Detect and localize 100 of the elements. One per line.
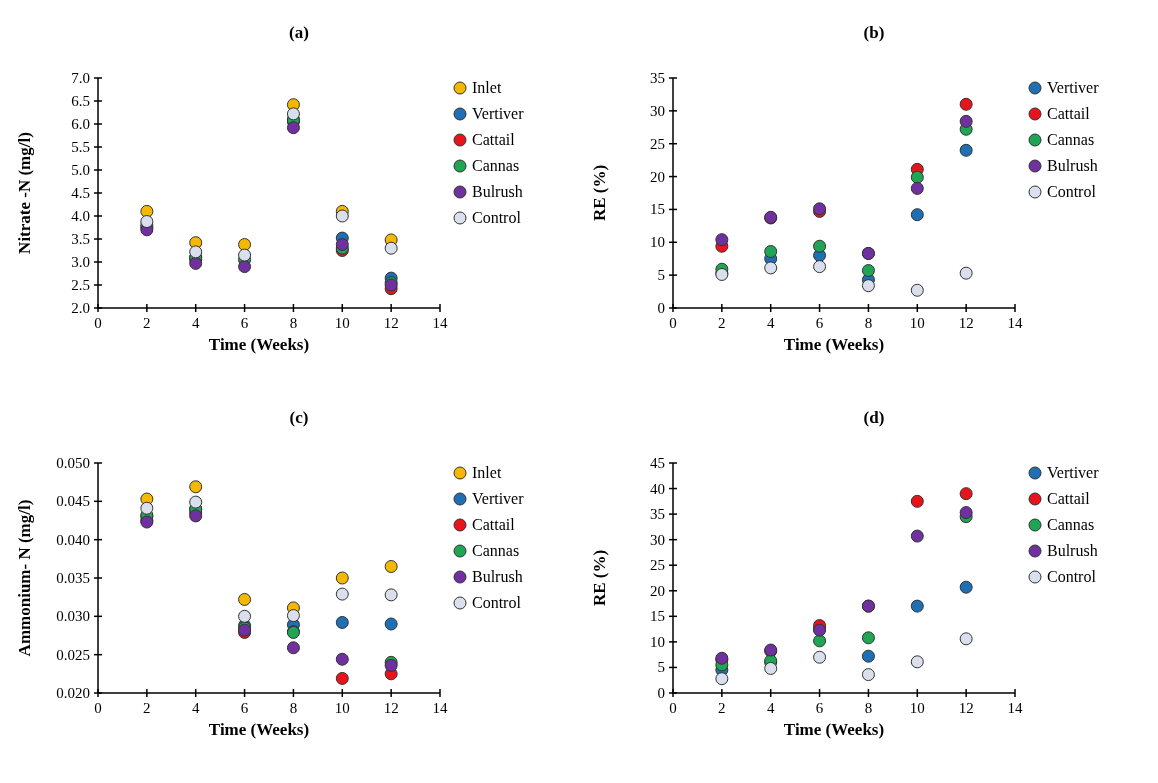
y-tick-label: 2.0: [71, 300, 90, 316]
legend-label: Control: [1047, 568, 1097, 585]
chart-title: (b): [863, 23, 885, 42]
y-tick-label: 20: [650, 582, 665, 599]
y-axis-title: RE (%): [590, 164, 609, 222]
x-tick-label: 12: [383, 315, 399, 331]
x-tick-label: 14: [1007, 315, 1023, 331]
legend-label: Bulrush: [1047, 542, 1098, 559]
y-tick-label: 2.5: [71, 277, 90, 293]
legend-label: Cannas: [472, 157, 520, 174]
x-axis-title: Time (Weeks): [208, 720, 310, 739]
legend-label: Vertiver: [1047, 79, 1100, 96]
x-tick-label: 14: [432, 315, 448, 331]
chart-title: (c): [289, 408, 309, 427]
y-tick-label: 15: [650, 608, 665, 625]
x-tick-label: 6: [815, 315, 824, 331]
y-tick-label: 0.045: [56, 493, 90, 510]
y-tick-label: 5: [657, 267, 665, 284]
y-tick-label: 5.0: [71, 162, 90, 178]
x-axis-title: Time (Weeks): [208, 335, 310, 354]
x-tick-label: 2: [718, 700, 726, 716]
legend-label: Bulrush: [472, 183, 523, 200]
x-tick-label: 4: [766, 315, 775, 331]
x-axis-title: Time (Weeks): [783, 720, 885, 739]
y-tick-label: 3.5: [71, 231, 90, 247]
y-tick-label: 25: [650, 557, 665, 574]
y-tick-label: 4.0: [71, 208, 90, 224]
legend-label: Inlet: [472, 79, 502, 96]
x-tick-label: 12: [958, 700, 974, 716]
x-tick-label: 14: [1007, 700, 1023, 716]
y-axis-title: Nitrate -N (mg/l): [15, 132, 34, 254]
x-tick-label: 12: [958, 315, 974, 331]
y-tick-label: 0.050: [56, 455, 90, 471]
y-tick-label: 35: [650, 506, 665, 523]
y-tick-label: 0.020: [56, 685, 90, 701]
x-tick-label: 8: [864, 315, 873, 331]
y-axis-title: Ammonium- N (mg/l): [15, 499, 34, 657]
y-tick-label: 3.0: [71, 254, 90, 270]
legend-label: Cattail: [472, 516, 516, 533]
x-tick-label: 10: [909, 700, 925, 716]
legend-label: Bulrush: [1047, 157, 1098, 174]
y-tick-label: 0.030: [56, 608, 90, 625]
x-tick-label: 8: [289, 315, 298, 331]
y-tick-label: 0: [657, 685, 665, 701]
y-tick-label: 4.5: [71, 185, 90, 201]
x-tick-label: 6: [240, 700, 249, 716]
y-tick-label: 7.0: [71, 70, 90, 86]
x-tick-label: 6: [815, 700, 824, 716]
legend-label: Control: [472, 209, 522, 226]
y-axis-title: RE (%): [590, 549, 609, 607]
x-tick-label: 2: [718, 315, 726, 331]
y-tick-label: 0.040: [56, 531, 90, 548]
legend-label: Vertiver: [1047, 464, 1100, 481]
legend-label: Cannas: [472, 542, 520, 559]
y-tick-label: 10: [650, 234, 665, 251]
legend-label: Control: [1047, 183, 1097, 200]
x-tick-label: 0: [669, 315, 677, 331]
y-tick-label: 0: [657, 300, 665, 316]
y-tick-label: 0.025: [56, 646, 90, 663]
x-tick-label: 6: [240, 315, 249, 331]
y-tick-label: 20: [650, 168, 665, 185]
legend-label: Inlet: [472, 464, 502, 481]
legend-label: Control: [472, 594, 522, 611]
x-tick-label: 4: [191, 700, 200, 716]
legend-label: Cattail: [1047, 490, 1091, 507]
legend-label: Cattail: [472, 131, 516, 148]
x-tick-label: 2: [143, 700, 151, 716]
legend-label: Vertiver: [472, 105, 525, 122]
legend-label: Cannas: [1047, 516, 1095, 533]
y-tick-label: 5.5: [71, 139, 90, 155]
legend-label: Vertiver: [472, 490, 525, 507]
x-tick-label: 0: [94, 315, 102, 331]
chart-title: (a): [289, 23, 309, 42]
y-tick-label: 25: [650, 135, 665, 152]
x-tick-label: 10: [334, 315, 350, 331]
x-tick-label: 0: [94, 700, 102, 716]
x-tick-label: 8: [864, 700, 873, 716]
legend-label: Cannas: [1047, 131, 1095, 148]
y-tick-label: 15: [650, 201, 665, 218]
y-tick-label: 6.0: [71, 116, 90, 132]
x-tick-label: 8: [289, 700, 298, 716]
x-tick-label: 10: [334, 700, 350, 716]
y-tick-label: 30: [650, 102, 665, 119]
x-axis-title: Time (Weeks): [783, 335, 885, 354]
x-tick-label: 0: [669, 700, 677, 716]
y-tick-label: 6.5: [71, 93, 90, 109]
x-tick-label: 12: [383, 700, 399, 716]
x-tick-label: 4: [191, 315, 200, 331]
y-tick-label: 0.035: [56, 570, 90, 586]
legend-label: Cattail: [1047, 105, 1091, 122]
y-tick-label: 30: [650, 531, 665, 548]
x-tick-label: 2: [143, 315, 151, 331]
x-tick-label: 10: [909, 315, 925, 331]
x-tick-label: 4: [766, 700, 775, 716]
x-tick-label: 14: [432, 700, 448, 716]
y-tick-label: 35: [650, 70, 665, 86]
legend-label: Bulrush: [472, 568, 523, 585]
y-tick-label: 10: [650, 633, 665, 650]
chart-title: (d): [863, 408, 885, 427]
y-tick-label: 40: [650, 480, 665, 497]
